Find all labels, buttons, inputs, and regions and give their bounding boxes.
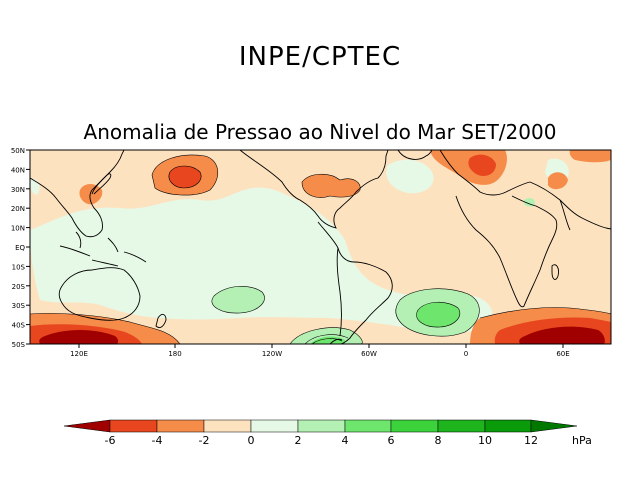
lat-label: 20S — [12, 283, 26, 291]
anomaly-neg4-neg6-europe — [468, 154, 496, 176]
lat-labels: 50N 40N 30N 20N 10N EQ 10S 20S 30S 40S 5… — [11, 147, 26, 349]
map-title: Anomalia de Pressao ao Nivel do Mar SET/… — [83, 120, 557, 144]
anomaly-neg2-neg4-japan — [79, 184, 103, 205]
contour-line — [416, 301, 461, 328]
lon-label: 60W — [361, 350, 377, 358]
colorbar-tick-label: 10 — [478, 434, 492, 447]
contour-line — [479, 307, 611, 319]
anomaly-lt-neg6-south-west — [39, 330, 119, 344]
colorbar: -6 -4 -2 0 2 4 6 8 10 12 hPa — [63, 419, 592, 447]
colorbar-tick-label: -4 — [152, 434, 163, 447]
anomaly-lt-neg6-south-east — [519, 326, 605, 344]
contour-lines — [30, 154, 611, 344]
anomaly-field — [30, 150, 611, 344]
lon-label: 120E — [70, 350, 88, 358]
anomaly-neg2-neg4-siberia — [569, 150, 611, 163]
colorbar-segment-8-10 — [437, 419, 486, 433]
lat-label: 50N — [11, 147, 25, 155]
colorbar-tick-label: -2 — [199, 434, 210, 447]
positive-anomaly-region-north-atlantic — [386, 159, 434, 194]
contour-line — [211, 286, 265, 314]
colorbar-unit: hPa — [572, 434, 592, 447]
contour-line — [168, 165, 202, 189]
contour-line — [289, 327, 363, 344]
colorbar-segment-2-4 — [297, 419, 346, 433]
lat-label: 40N — [11, 166, 25, 174]
colorbar-segment-neg4-neg2 — [156, 419, 205, 433]
lat-label: 10N — [11, 225, 25, 233]
contour-line — [304, 334, 349, 344]
colorbar-tick-label: 6 — [388, 434, 395, 447]
lon-label: 0 — [464, 350, 468, 358]
coastline-europe-africa — [439, 150, 558, 308]
colorbar-segment-neg2-0 — [203, 419, 252, 433]
lon-label: 60E — [556, 350, 569, 358]
lat-label: EQ — [15, 244, 25, 252]
colorbar-tick-label: -6 — [105, 434, 116, 447]
colorbar-tick-label: 4 — [342, 434, 349, 447]
lon-label: 120W — [262, 350, 282, 358]
coastlines — [30, 150, 611, 344]
lat-label: 40S — [12, 322, 26, 330]
colorbar-tick-label: 8 — [435, 434, 442, 447]
coastline-australia — [58, 267, 141, 321]
lat-label: 10S — [12, 263, 26, 271]
contour-line — [311, 338, 343, 344]
lon-labels: 120E 180 120W 60W 0 60E — [70, 350, 570, 358]
anomaly-neg4-neg6-north-pacific — [168, 166, 202, 188]
coastline-japan — [91, 173, 112, 195]
lon-label: 180 — [168, 350, 181, 358]
colorbar-tick-label: 2 — [295, 434, 302, 447]
contour-line — [395, 288, 480, 337]
lat-label: 30N — [11, 186, 25, 194]
colorbar-segment-0-2 — [250, 419, 299, 433]
anomaly-neg2-neg4-north-atlantic — [302, 174, 361, 198]
lat-label: 50S — [12, 341, 26, 349]
colorbar-tick-labels: -6 -4 -2 0 2 4 6 8 10 12 — [105, 434, 538, 447]
coastline-antarctic-peninsula — [329, 338, 343, 344]
colorbar-segment-gt-12 — [530, 419, 578, 433]
anomaly-neg2-neg4-central-asia — [548, 172, 568, 190]
positive-anomaly-region-pacific — [30, 187, 493, 333]
lon-ticks — [78, 344, 564, 348]
contour-line — [30, 313, 181, 344]
coastline-north-america — [239, 150, 389, 229]
colorbar-segment-10-12 — [484, 419, 532, 433]
organization-title: INPE/CPTEC — [238, 42, 402, 72]
colorbar-tick-label: 0 — [248, 434, 255, 447]
lat-ticks — [26, 149, 30, 345]
coastline-indonesia — [59, 231, 147, 267]
lat-label: 30S — [12, 302, 26, 310]
colorbar-segment-lt-neg6 — [63, 419, 111, 433]
contour-line — [151, 154, 218, 196]
anomaly-2-4-south-pacific — [211, 286, 265, 314]
coastline-south-america — [317, 221, 393, 344]
coastline-new-zealand — [155, 313, 167, 329]
colorbar-segment-6-8 — [390, 419, 439, 433]
anomaly-4-6-drake-passage — [310, 336, 345, 344]
contour-line — [301, 173, 361, 198]
lat-label: 20N — [11, 205, 25, 213]
colorbar-segment-4-6 — [344, 419, 392, 433]
coastline-madagascar — [551, 264, 559, 280]
anomaly-4-6-south-atlantic — [416, 302, 460, 328]
coastline-greenland — [397, 150, 433, 160]
colorbar-segment-neg6-neg4 — [109, 419, 158, 433]
colorbar-tick-label: 12 — [524, 434, 538, 447]
